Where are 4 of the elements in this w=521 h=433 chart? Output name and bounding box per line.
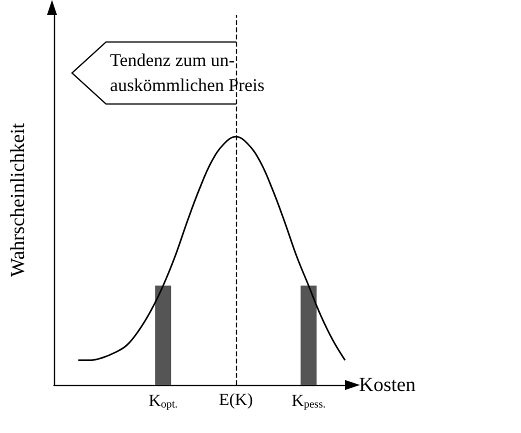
- y-axis-title: Wahrscheinlichkeit: [7, 122, 29, 277]
- text: Tendenz zum un- auskömmlichen Preis: [110, 49, 264, 97]
- x-tick-label: E(K): [218, 390, 253, 409]
- x-axis-title: Kosten: [359, 374, 416, 396]
